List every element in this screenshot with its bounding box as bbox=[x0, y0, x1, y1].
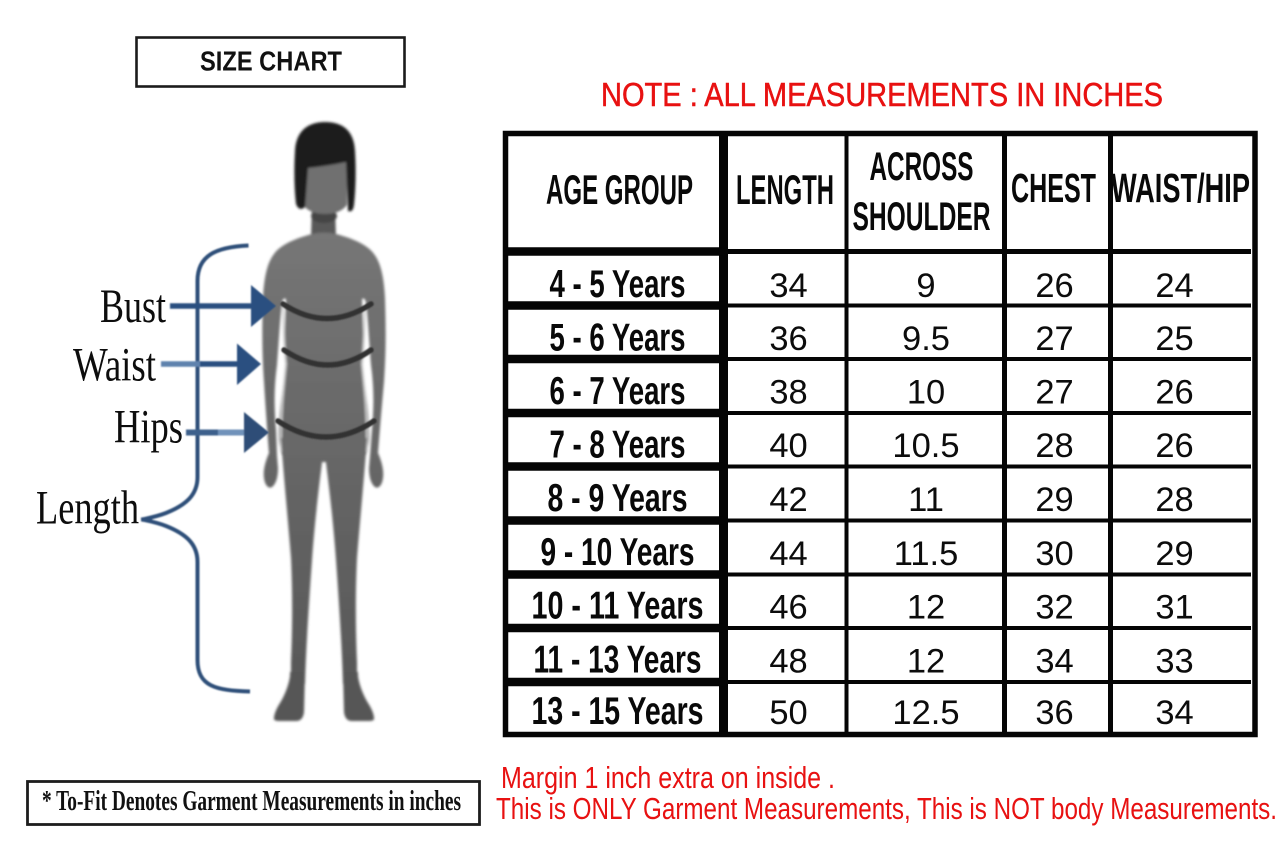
svg-text:12.5: 12.5 bbox=[892, 694, 959, 732]
svg-text:34: 34 bbox=[1155, 694, 1193, 732]
svg-text:6 - 7 Years: 6 - 7 Years bbox=[550, 370, 686, 413]
svg-text:Waist: Waist bbox=[73, 339, 157, 392]
svg-text:Bust: Bust bbox=[100, 280, 166, 333]
svg-text:SHOULDER: SHOULDER bbox=[853, 195, 991, 239]
svg-text:9.5: 9.5 bbox=[902, 320, 950, 358]
svg-text:30: 30 bbox=[1035, 535, 1073, 573]
svg-text:48: 48 bbox=[769, 643, 807, 681]
svg-text:34: 34 bbox=[1035, 643, 1073, 681]
svg-text:36: 36 bbox=[1035, 694, 1073, 732]
svg-text:12: 12 bbox=[907, 643, 945, 681]
svg-text:11: 11 bbox=[908, 481, 944, 519]
svg-text:44: 44 bbox=[769, 535, 807, 573]
svg-text:10 - 11 Years: 10 - 11 Years bbox=[532, 585, 704, 628]
svg-text:10.5: 10.5 bbox=[892, 427, 959, 465]
svg-text:Hips: Hips bbox=[114, 401, 183, 454]
svg-text:26: 26 bbox=[1155, 427, 1193, 465]
svg-text:40: 40 bbox=[769, 427, 807, 465]
svg-text:29: 29 bbox=[1035, 481, 1073, 519]
svg-text:AGE GROUP: AGE GROUP bbox=[546, 166, 693, 213]
svg-text:11 - 13 Years: 11 - 13 Years bbox=[534, 639, 702, 682]
svg-text:* To-Fit Denotes Garment Measu: * To-Fit Denotes Garment Measurements in… bbox=[42, 785, 461, 817]
svg-text:10: 10 bbox=[907, 374, 945, 412]
svg-text:29: 29 bbox=[1155, 535, 1193, 573]
svg-text:ACROSS: ACROSS bbox=[870, 145, 974, 189]
svg-text:CHEST: CHEST bbox=[1011, 165, 1096, 211]
svg-text:26: 26 bbox=[1035, 267, 1073, 305]
svg-text:31: 31 bbox=[1155, 589, 1193, 627]
svg-text:NOTE : ALL MEASUREMENTS IN INC: NOTE : ALL MEASUREMENTS IN INCHES bbox=[601, 76, 1163, 113]
svg-text:28: 28 bbox=[1155, 481, 1193, 519]
svg-text:Length: Length bbox=[36, 482, 139, 535]
svg-text:8 - 9 Years: 8 - 9 Years bbox=[548, 477, 688, 520]
svg-text:32: 32 bbox=[1035, 589, 1073, 627]
svg-text:SIZE CHART: SIZE CHART bbox=[200, 46, 342, 77]
svg-text:25: 25 bbox=[1155, 320, 1193, 358]
svg-text:36: 36 bbox=[769, 320, 807, 358]
svg-text:33: 33 bbox=[1155, 643, 1193, 681]
svg-text:11.5: 11.5 bbox=[894, 535, 959, 573]
svg-text:46: 46 bbox=[769, 589, 807, 627]
svg-text:9: 9 bbox=[916, 267, 935, 305]
svg-text:27: 27 bbox=[1035, 320, 1073, 358]
svg-text:28: 28 bbox=[1035, 427, 1073, 465]
svg-text:38: 38 bbox=[769, 374, 807, 412]
svg-text:This is ONLY Garment Measureme: This is ONLY Garment Measurements, This … bbox=[496, 791, 1277, 826]
svg-text:9 - 10 Years: 9 - 10 Years bbox=[541, 531, 695, 574]
svg-text:7 - 8 Years: 7 - 8 Years bbox=[550, 424, 686, 467]
svg-text:LENGTH: LENGTH bbox=[736, 166, 834, 213]
svg-text:50: 50 bbox=[769, 694, 807, 732]
svg-text:42: 42 bbox=[769, 481, 807, 519]
svg-text:WAIST/HIP: WAIST/HIP bbox=[1111, 165, 1250, 211]
svg-text:27: 27 bbox=[1035, 374, 1073, 412]
svg-text:4 - 5 Years: 4 - 5 Years bbox=[550, 263, 686, 306]
svg-text:26: 26 bbox=[1155, 374, 1193, 412]
svg-text:13 - 15 Years: 13 - 15 Years bbox=[532, 690, 704, 733]
svg-text:5 - 6 Years: 5 - 6 Years bbox=[550, 317, 686, 360]
svg-text:12: 12 bbox=[907, 589, 945, 627]
svg-text:34: 34 bbox=[769, 267, 807, 305]
svg-text:Margin 1 inch extra on inside: Margin 1 inch extra on inside . bbox=[501, 760, 835, 795]
svg-text:24: 24 bbox=[1155, 267, 1193, 305]
